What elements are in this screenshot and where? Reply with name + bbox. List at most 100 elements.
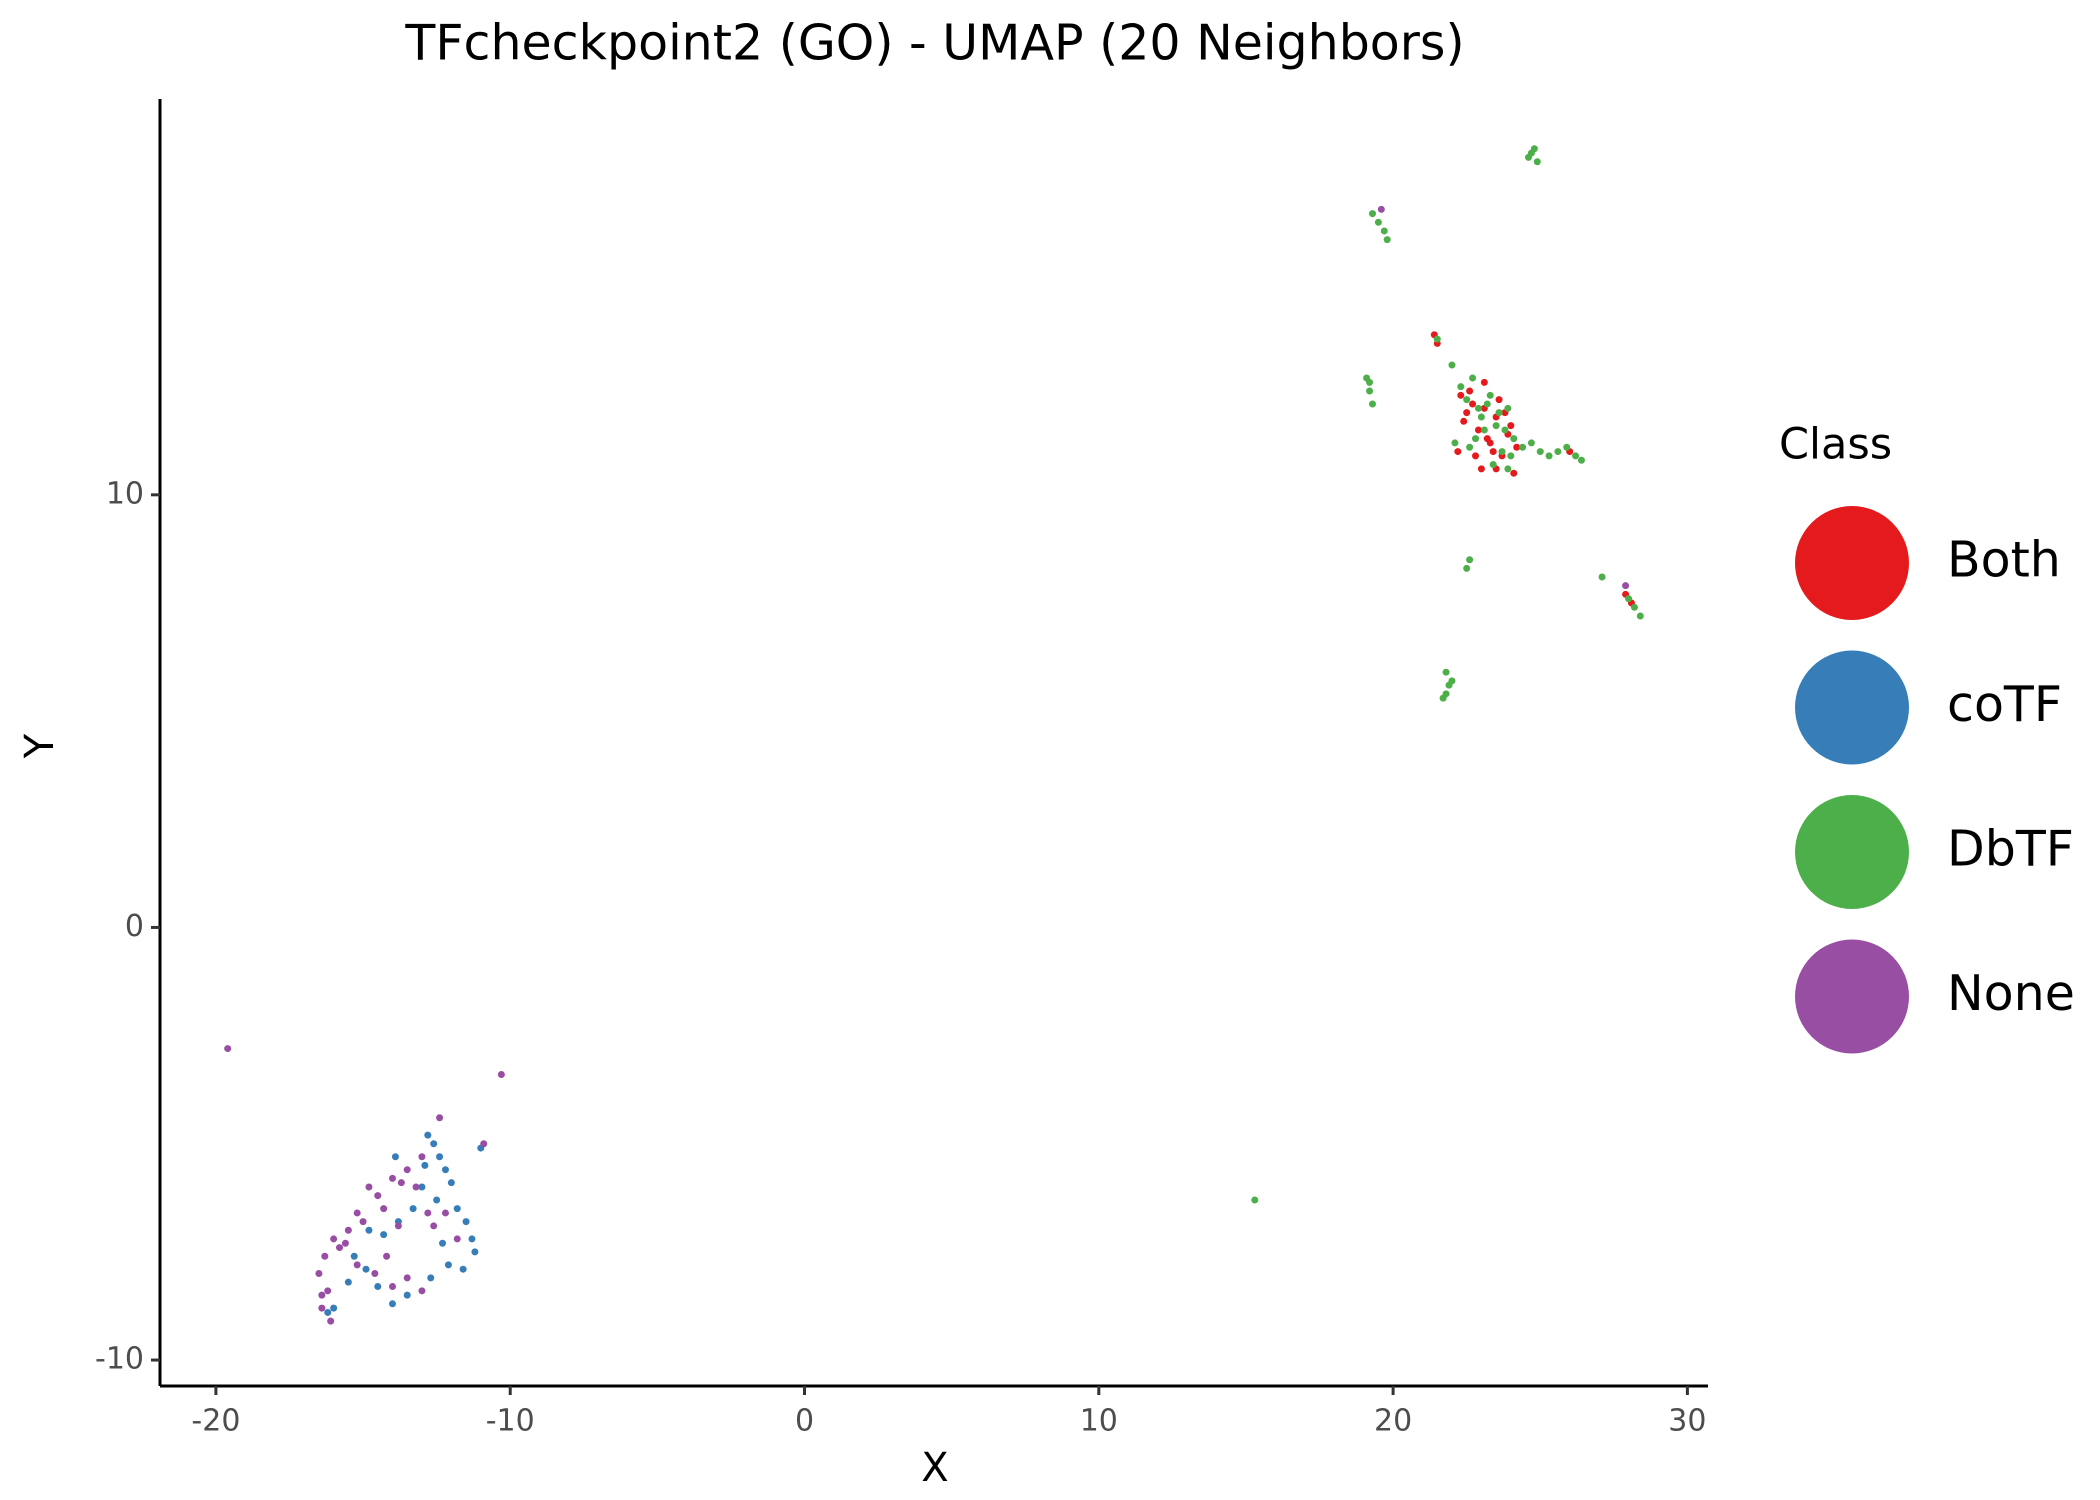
point: [1480, 426, 1488, 434]
point: [330, 1304, 338, 1312]
point: [1466, 556, 1474, 564]
point: [403, 1274, 411, 1282]
point: [1472, 435, 1480, 443]
point: [1369, 400, 1377, 408]
point: [318, 1291, 326, 1299]
point: [374, 1283, 382, 1291]
point: [1463, 396, 1471, 404]
legend-label: None: [1947, 965, 2075, 1022]
point: [1374, 218, 1382, 226]
x-tick-label: 0: [795, 1404, 814, 1439]
point: [327, 1317, 335, 1325]
point: [1598, 573, 1606, 581]
point: [468, 1235, 476, 1243]
point: [1463, 564, 1471, 572]
legend-label: Both: [1947, 532, 2061, 589]
point: [1433, 335, 1441, 343]
point: [1636, 612, 1644, 620]
point: [1480, 378, 1488, 386]
point: [365, 1183, 373, 1191]
point: [388, 1174, 396, 1182]
point: [1383, 236, 1391, 244]
point: [1486, 391, 1494, 399]
point: [1380, 227, 1388, 235]
point: [1369, 210, 1377, 218]
point: [1533, 158, 1541, 166]
point: [471, 1248, 479, 1256]
point: [441, 1209, 449, 1217]
point: [353, 1209, 361, 1217]
y-axis-label: Y: [17, 733, 63, 759]
point: [1448, 361, 1456, 369]
point: [318, 1304, 326, 1312]
point: [1477, 465, 1485, 473]
point: [462, 1218, 470, 1226]
point: [1495, 396, 1503, 404]
point: [412, 1183, 420, 1191]
point: [353, 1261, 361, 1269]
point: [1442, 668, 1450, 676]
point: [359, 1218, 367, 1226]
point: [336, 1244, 344, 1252]
point: [433, 1196, 441, 1204]
point: [1622, 582, 1630, 590]
point: [1489, 461, 1497, 469]
point: [1451, 439, 1459, 447]
point: [380, 1231, 388, 1239]
point: [344, 1278, 352, 1286]
point: [430, 1222, 438, 1230]
point: [409, 1205, 417, 1213]
point: [344, 1226, 352, 1234]
point: [436, 1114, 444, 1122]
point: [1457, 383, 1465, 391]
point: [1454, 448, 1462, 456]
x-tick-label: -10: [486, 1404, 535, 1439]
point: [324, 1308, 332, 1316]
point: [324, 1287, 332, 1295]
point: [1366, 387, 1374, 395]
point: [1466, 443, 1474, 451]
point: [1489, 448, 1497, 456]
point: [341, 1239, 349, 1247]
point: [1498, 448, 1506, 456]
point: [421, 1161, 429, 1169]
point: [1577, 456, 1585, 464]
point: [1448, 677, 1456, 685]
point: [1492, 422, 1500, 430]
legend-swatch: [1795, 795, 1909, 909]
point: [350, 1252, 358, 1260]
point: [424, 1209, 432, 1217]
point: [427, 1274, 435, 1282]
point: [403, 1166, 411, 1174]
point: [418, 1287, 426, 1295]
point: [1630, 603, 1638, 611]
point: [1469, 374, 1477, 382]
legend-swatch: [1795, 650, 1909, 765]
legend-label: DbTF: [1947, 821, 2074, 878]
point: [1507, 422, 1515, 430]
point: [418, 1183, 426, 1191]
point: [430, 1140, 438, 1148]
point: [1625, 595, 1633, 603]
y-tick-label: -10: [95, 1342, 144, 1377]
x-tick-label: 10: [1080, 1404, 1118, 1439]
point: [1463, 409, 1471, 417]
point: [1527, 439, 1535, 447]
point: [1251, 1196, 1259, 1204]
point: [1457, 391, 1465, 399]
point: [1554, 448, 1562, 456]
point: [1483, 435, 1491, 443]
point: [1377, 205, 1385, 213]
point: [1466, 387, 1474, 395]
point: [365, 1226, 373, 1234]
point: [1519, 443, 1527, 451]
point: [459, 1265, 467, 1273]
point: [330, 1235, 338, 1243]
point: [371, 1270, 379, 1278]
point: [439, 1239, 447, 1247]
point: [453, 1205, 461, 1213]
point: [1474, 404, 1482, 412]
y-tick-label: 0: [125, 909, 144, 944]
point: [1510, 435, 1518, 443]
